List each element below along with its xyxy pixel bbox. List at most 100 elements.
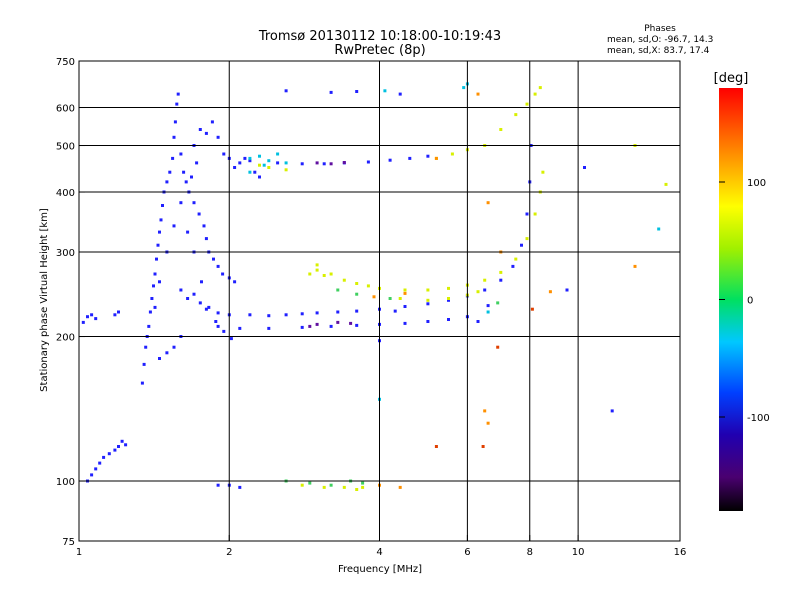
data-point <box>434 445 438 448</box>
data-point <box>221 272 225 276</box>
data-point <box>253 170 257 174</box>
data-point <box>233 280 237 284</box>
data-point <box>525 102 529 106</box>
y-tick-label: 750 <box>56 57 75 68</box>
data-point <box>349 321 353 325</box>
data-point <box>204 131 208 135</box>
data-point <box>483 288 487 292</box>
data-point <box>200 280 203 284</box>
data-point <box>267 166 271 169</box>
data-point <box>483 278 487 282</box>
data-point <box>342 161 346 164</box>
data-point <box>98 461 102 465</box>
data-point <box>144 345 148 349</box>
colorbar-tick-label: -100 <box>747 413 770 424</box>
x-tick-label: 6 <box>464 547 470 558</box>
data-point <box>538 86 542 90</box>
data-point <box>159 218 163 222</box>
data-point <box>117 445 120 448</box>
data-point <box>204 307 208 311</box>
data-point <box>155 257 158 261</box>
data-point <box>393 309 397 313</box>
data-point <box>165 351 169 355</box>
data-point <box>229 337 233 341</box>
data-point <box>90 313 94 317</box>
data-point <box>322 274 326 277</box>
x-axis-label: Frequency [MHz] <box>338 564 422 575</box>
data-point <box>300 483 304 487</box>
data-point <box>179 201 183 205</box>
y-tick-label: 75 <box>62 537 75 548</box>
data-point <box>315 322 319 326</box>
data-point <box>447 297 450 300</box>
data-point <box>308 481 312 485</box>
x-tick-label: 2 <box>226 547 232 558</box>
data-point <box>186 230 190 234</box>
data-point <box>486 201 490 205</box>
x-tick-label: 1 <box>76 547 82 558</box>
y-axis-label: Stationary phase Virtual Height [km] <box>39 208 50 392</box>
data-point <box>342 485 346 489</box>
data-point <box>171 156 175 160</box>
data-point <box>222 329 226 333</box>
data-point <box>315 268 319 272</box>
data-point <box>355 309 359 313</box>
data-point <box>565 288 569 292</box>
data-point <box>355 90 359 93</box>
data-point <box>233 166 237 169</box>
data-point <box>147 324 151 328</box>
data-point <box>447 286 450 290</box>
chart-subtitle: RwPretec (8p) <box>334 43 425 58</box>
data-point <box>366 284 370 288</box>
y-tick-label: 100 <box>56 477 75 488</box>
data-point <box>329 483 333 487</box>
data-point <box>355 292 359 296</box>
data-point <box>190 175 193 179</box>
data-point <box>173 120 177 124</box>
data-point <box>204 237 208 241</box>
data-point <box>476 92 480 96</box>
data-point <box>426 320 430 323</box>
data-point <box>172 345 176 349</box>
data-point <box>238 326 242 330</box>
data-point <box>496 345 500 349</box>
stats-header: Phases <box>644 24 676 34</box>
data-point <box>426 302 430 306</box>
data-point <box>175 102 179 106</box>
data-point <box>476 320 480 323</box>
colorbar-tick-label: 0 <box>747 296 753 307</box>
data-point <box>388 297 392 300</box>
data-point <box>308 324 312 328</box>
data-point <box>284 161 288 165</box>
data-point <box>322 162 326 166</box>
data-point <box>258 163 261 167</box>
data-point <box>152 284 155 288</box>
data-point <box>248 313 252 317</box>
data-point <box>398 297 402 300</box>
data-point <box>192 292 196 296</box>
data-point <box>533 212 537 216</box>
data-point <box>496 301 500 305</box>
data-point <box>216 324 220 328</box>
data-point <box>158 230 161 234</box>
data-point <box>172 135 176 139</box>
data-point <box>361 481 365 485</box>
data-point <box>258 154 261 158</box>
data-point <box>276 161 280 165</box>
data-point <box>426 288 430 292</box>
data-point <box>329 272 333 276</box>
data-point <box>514 257 518 261</box>
data-point <box>533 92 537 96</box>
data-point <box>198 301 202 305</box>
stats-line-o: mean, sd,O: -96.7, 14.3 <box>607 35 713 45</box>
data-point <box>120 439 124 443</box>
data-point <box>355 282 359 285</box>
y-tick-label: 300 <box>56 248 75 259</box>
data-point <box>192 201 196 205</box>
data-point <box>216 135 220 139</box>
data-point <box>202 224 206 228</box>
data-point <box>186 297 190 300</box>
data-point <box>388 158 392 162</box>
data-point <box>81 320 85 324</box>
